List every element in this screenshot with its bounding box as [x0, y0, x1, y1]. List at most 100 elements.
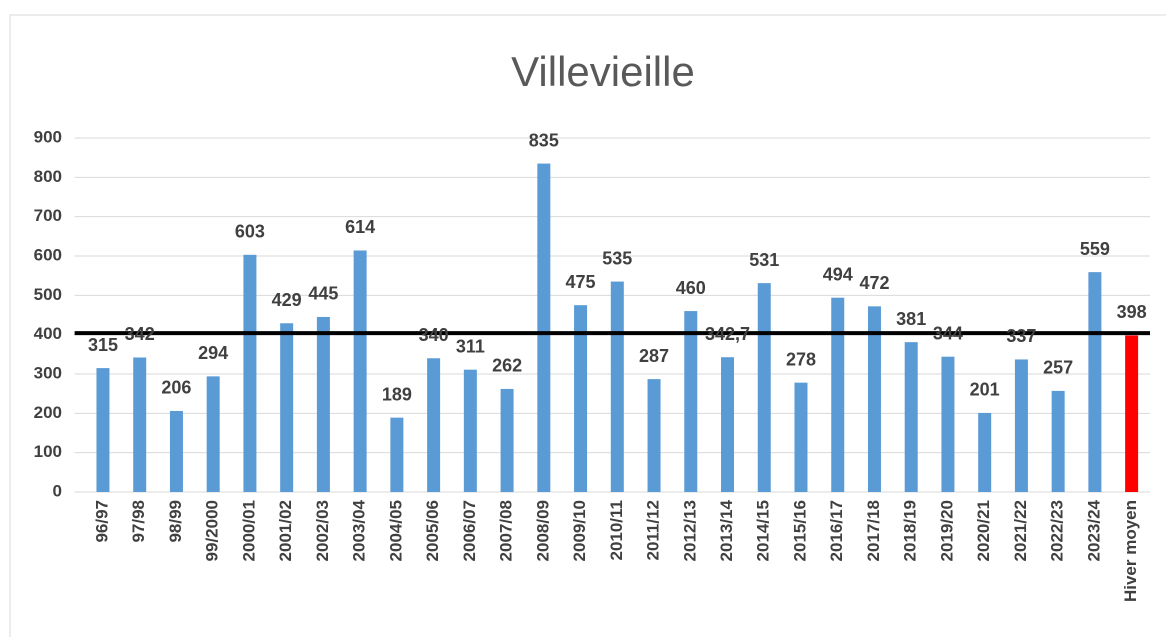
x-tick-label: 2016/17 — [827, 500, 846, 561]
chart-frame — [9, 14, 1166, 637]
data-label: 315 — [88, 335, 118, 355]
data-label: 201 — [970, 380, 1000, 400]
y-tick-label: 900 — [34, 127, 62, 146]
bar — [721, 357, 735, 492]
bar — [978, 412, 992, 492]
x-tick-label: 2014/15 — [754, 500, 773, 561]
y-tick-label: 100 — [34, 442, 62, 461]
bar — [684, 311, 698, 492]
y-tick-label: 600 — [34, 245, 62, 264]
x-tick-label: 2009/10 — [570, 500, 589, 561]
bar — [1051, 390, 1065, 492]
bar — [463, 369, 477, 492]
bar — [500, 388, 514, 492]
y-tick-label: 0 — [53, 481, 62, 500]
bar — [574, 305, 588, 492]
data-label: 381 — [896, 309, 926, 329]
data-label: 342 — [125, 324, 155, 344]
data-label: 337 — [1006, 326, 1036, 346]
x-tick-label: 2003/04 — [350, 499, 369, 561]
data-label: 262 — [492, 356, 522, 376]
data-label: 535 — [602, 248, 632, 268]
x-tick-label: 98/99 — [166, 500, 185, 543]
bar — [1088, 272, 1102, 492]
data-label: 257 — [1043, 358, 1073, 378]
x-tick-label: 2017/18 — [864, 500, 883, 561]
x-tick-label: 2013/14 — [717, 499, 736, 561]
data-label: 559 — [1080, 239, 1110, 259]
data-label: 429 — [272, 290, 302, 310]
bar — [1014, 359, 1028, 492]
x-tick-label: 2019/20 — [937, 500, 956, 561]
data-label: 835 — [529, 130, 559, 150]
x-tick-label: 2018/19 — [901, 500, 920, 561]
data-label: 344 — [933, 323, 963, 343]
x-tick-label: 2012/13 — [680, 500, 699, 561]
x-tick-label: 2005/06 — [423, 500, 442, 561]
bar — [133, 357, 147, 492]
x-tick-label: 2021/22 — [1011, 500, 1030, 561]
x-tick-label: 2000/01 — [239, 500, 258, 561]
x-tick-label: Hiver moyen — [1121, 500, 1140, 602]
bar — [867, 306, 881, 492]
bar — [757, 283, 771, 492]
bar — [353, 250, 367, 492]
bar — [647, 379, 661, 492]
data-label: 531 — [749, 250, 779, 270]
bar — [390, 417, 404, 492]
bar — [537, 163, 551, 493]
bar — [280, 323, 294, 492]
bar — [831, 297, 845, 492]
data-label: 287 — [639, 346, 669, 366]
x-tick-label: 2022/23 — [1048, 500, 1067, 561]
data-label: 206 — [161, 378, 191, 398]
y-tick-label: 300 — [34, 363, 62, 382]
data-label: 189 — [382, 384, 412, 404]
bar — [96, 368, 110, 492]
y-tick-label: 200 — [34, 403, 62, 422]
x-tick-label: 99/2000 — [203, 500, 222, 561]
bar — [610, 281, 624, 492]
bar — [941, 356, 955, 492]
x-tick-label: 96/97 — [92, 500, 111, 543]
bar — [206, 376, 220, 492]
y-tick-label: 800 — [34, 167, 62, 186]
x-tick-label: 97/98 — [129, 500, 148, 543]
data-label: 475 — [566, 272, 596, 292]
x-tick-label: 2008/09 — [533, 500, 552, 561]
data-label: 340 — [419, 325, 449, 345]
data-label: 311 — [456, 336, 485, 356]
data-label: 614 — [345, 217, 375, 237]
x-tick-label: 2007/08 — [497, 500, 516, 561]
y-tick-label: 400 — [34, 324, 62, 343]
x-tick-label: 2010/11 — [607, 500, 626, 561]
bar — [243, 254, 257, 492]
data-label: 294 — [198, 343, 228, 363]
data-label: 342,7 — [705, 324, 750, 344]
x-tick-label: 2006/07 — [460, 500, 479, 561]
y-tick-label: 500 — [34, 285, 62, 304]
data-label: 445 — [308, 284, 338, 304]
x-tick-label: 2011/12 — [644, 500, 663, 561]
bar — [904, 342, 918, 492]
x-tick-label: 2001/02 — [276, 500, 295, 561]
y-tick-label: 700 — [34, 206, 62, 225]
bar — [794, 382, 808, 492]
x-tick-label: 2004/05 — [386, 500, 405, 561]
bar — [169, 410, 183, 492]
data-label: 603 — [235, 222, 265, 242]
bar — [1125, 335, 1139, 492]
x-tick-label: 2020/21 — [974, 500, 993, 561]
data-label: 278 — [786, 349, 816, 369]
data-label: 494 — [823, 264, 853, 284]
data-label: 460 — [676, 278, 706, 298]
x-tick-label: 2015/16 — [790, 500, 809, 561]
x-tick-label: 2023/24 — [1084, 499, 1103, 561]
bar — [316, 316, 330, 492]
data-label: 472 — [859, 273, 889, 293]
data-label: 398 — [1117, 302, 1147, 322]
x-tick-label: 2002/03 — [313, 500, 332, 561]
chart-title: Villevieille — [511, 48, 695, 95]
bar — [427, 358, 441, 492]
